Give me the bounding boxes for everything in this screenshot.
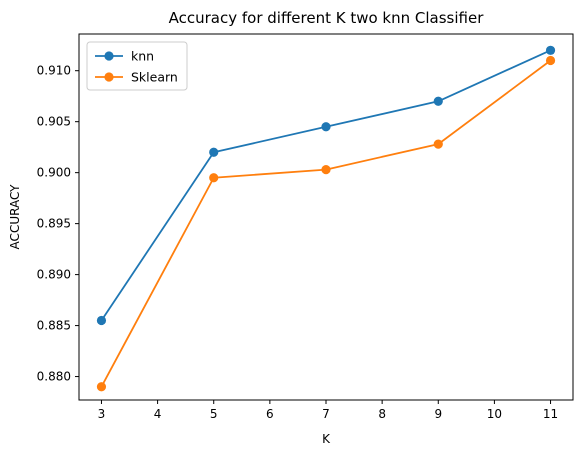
- y-tick-label: 0.900: [37, 166, 71, 180]
- y-tick-label: 0.895: [37, 217, 71, 231]
- x-axis: 3 4 5 6 7 8 9 10 11: [98, 400, 558, 421]
- data-point-sklearn: [209, 173, 219, 183]
- legend: knn Sklearn: [86, 41, 188, 91]
- x-tick-label: 9: [434, 407, 442, 421]
- x-tick-label: 7: [322, 407, 330, 421]
- x-tick-label: 11: [543, 407, 558, 421]
- x-axis-label: K: [322, 432, 331, 446]
- data-point-sklearn: [545, 55, 556, 66]
- y-tick-label: 0.910: [37, 64, 71, 78]
- legend-label-knn: knn: [131, 49, 154, 64]
- data-point-sklearn: [96, 382, 107, 392]
- legend-label-sklearn: Sklearn: [131, 70, 178, 85]
- plot-frame: [78, 33, 574, 401]
- y-tick-label: 0.905: [37, 115, 71, 129]
- y-axis-label: ACCURACY: [8, 184, 22, 250]
- data-point-knn: [433, 96, 443, 106]
- x-tick-label: 5: [210, 407, 218, 421]
- legend-marker-sklearn: [104, 72, 114, 82]
- y-tick-label: 0.885: [37, 319, 71, 333]
- data-point-knn: [321, 122, 331, 132]
- data-point-knn: [545, 45, 556, 55]
- x-tick-label: 4: [154, 407, 162, 421]
- x-tick-label: 8: [378, 407, 386, 421]
- y-tick-label: 0.880: [37, 370, 71, 384]
- data-point-knn: [209, 147, 219, 157]
- chart-title: Accuracy for different K two knn Classif…: [169, 9, 485, 27]
- x-tick-label: 10: [487, 407, 502, 421]
- x-tick-label: 6: [266, 407, 274, 421]
- y-axis: 0.880 0.885 0.890 0.895 0.900 0.905 0.910: [37, 64, 79, 384]
- plot-area: [79, 34, 573, 400]
- data-point-knn: [96, 315, 107, 326]
- series-layer: [96, 45, 556, 392]
- y-tick-label: 0.890: [37, 268, 71, 282]
- legend-marker-knn: [104, 51, 114, 61]
- data-point-sklearn: [321, 164, 331, 175]
- data-point-sklearn: [433, 139, 443, 149]
- x-tick-label: 3: [98, 407, 106, 421]
